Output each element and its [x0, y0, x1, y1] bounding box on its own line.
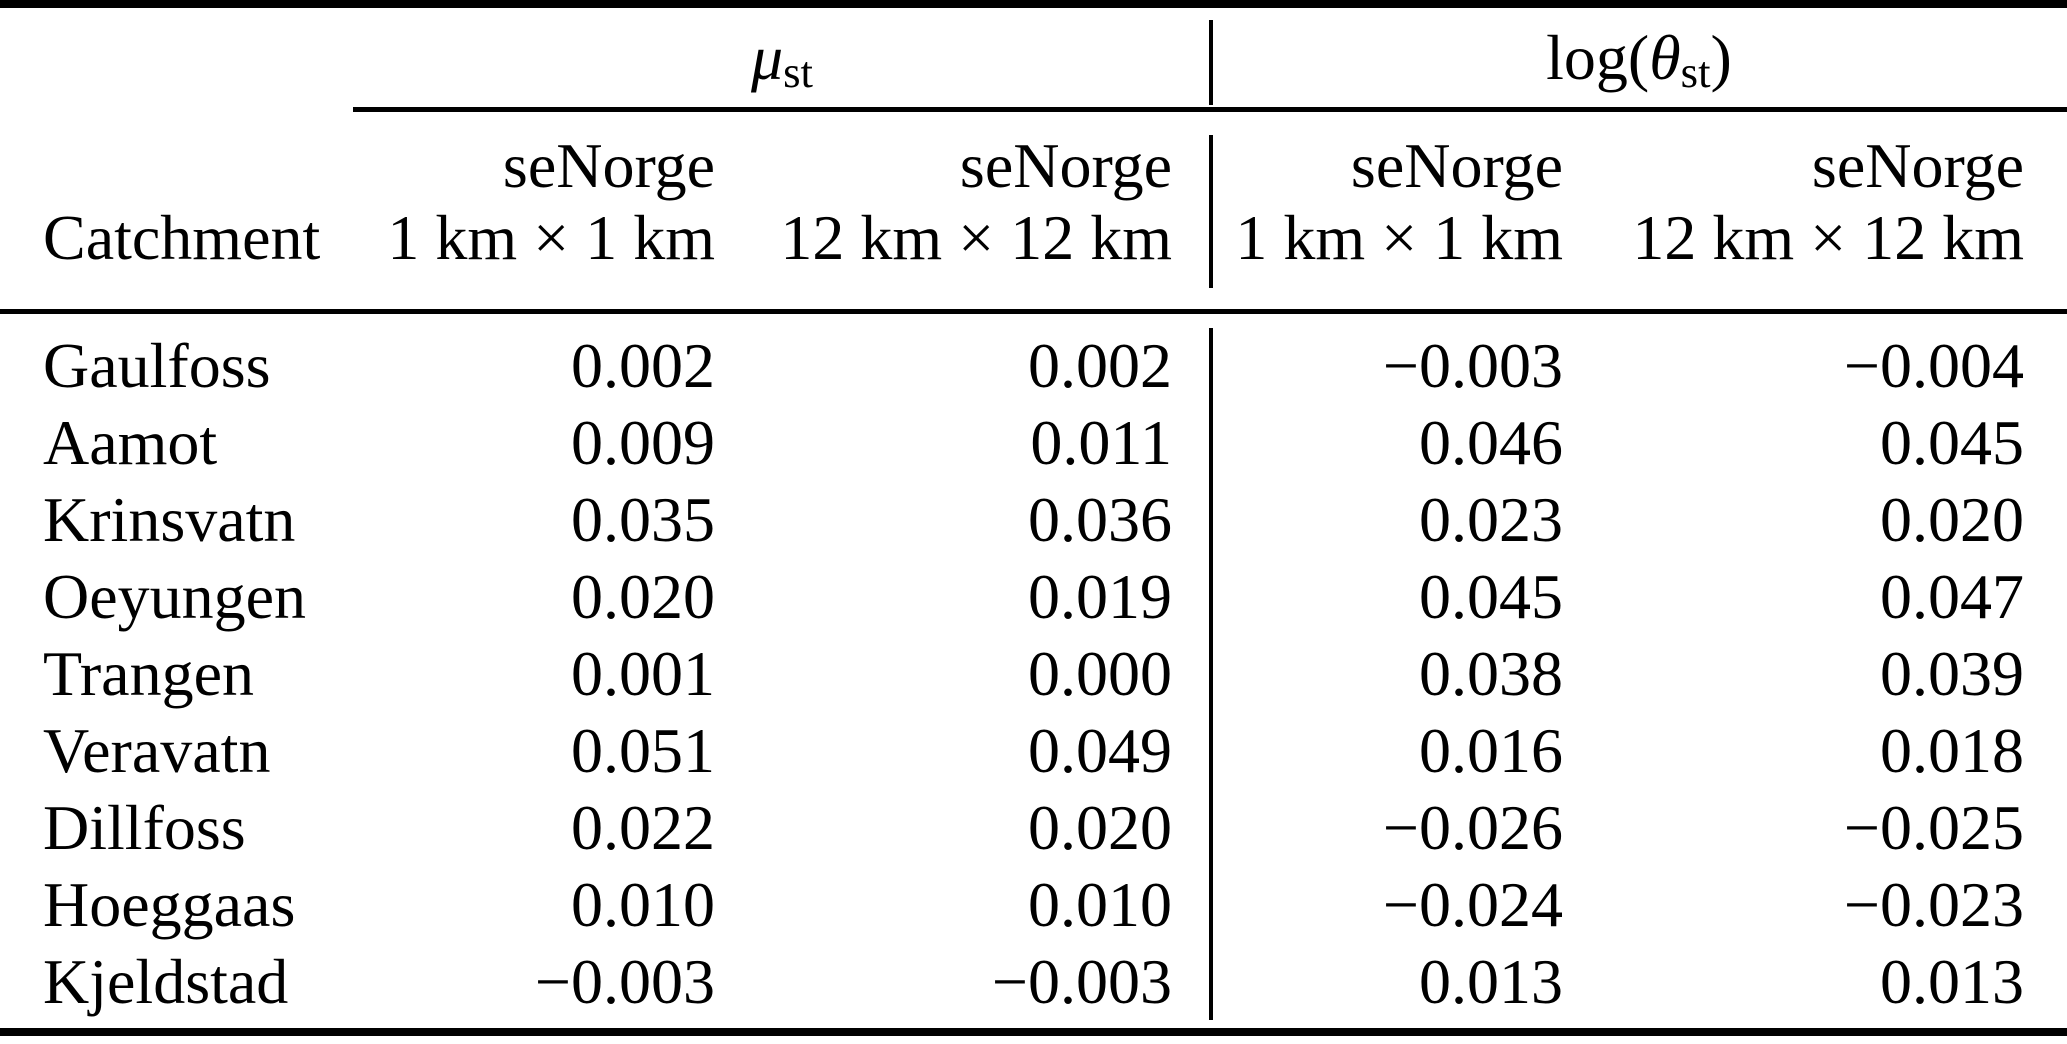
value-cell: 0.011: [1030, 407, 1172, 478]
value-cell: 0.013: [1419, 946, 1563, 1017]
mu-st-group-header: μst: [353, 8, 1211, 107]
value-cell: 0.045: [1419, 561, 1563, 632]
value-cell: −0.004: [1843, 330, 2024, 401]
value-cell: 0.036: [1028, 484, 1172, 555]
table-bottom-rule: [0, 1028, 2067, 1036]
column-group-divider-header: [1209, 135, 1213, 288]
theta-symbol: θ: [1649, 22, 1681, 93]
value-cell: 0.020: [1880, 484, 2024, 555]
col-header-line1: seNorge: [502, 130, 715, 201]
log-theta-post: ): [1710, 22, 1732, 93]
catchment-name-cell: Oeyungen: [43, 561, 307, 632]
column-group-divider-body: [1209, 328, 1213, 1020]
col-header-line1: seNorge: [959, 130, 1172, 201]
value-cell: 0.035: [571, 484, 715, 555]
value-cell: 0.049: [1028, 715, 1172, 786]
catchment-name-cell: Dillfoss: [43, 792, 246, 863]
value-cell: 0.047: [1880, 561, 2024, 632]
col-header-logtheta-1km: seNorge 1 km × 1 km: [1211, 130, 1563, 274]
catchment-name-cell: Kjeldstad: [43, 946, 289, 1017]
col-header-line1: seNorge: [1350, 130, 1563, 201]
col-header-logtheta-12km: seNorge 12 km × 12 km: [1563, 130, 2067, 274]
table-top-rule: [0, 0, 2067, 8]
col-header-mu-1km: seNorge 1 km × 1 km: [353, 130, 715, 274]
mu-symbol: μ: [750, 22, 784, 93]
catchment-name-cell: Gaulfoss: [43, 330, 271, 401]
value-cell: 0.009: [571, 407, 715, 478]
value-cell: 0.022: [571, 792, 715, 863]
value-cell: 0.000: [1028, 638, 1172, 709]
catchment-name-cell: Veravatn: [43, 715, 271, 786]
value-cell: 0.039: [1880, 638, 2024, 709]
catchment-column-header: Catchment: [43, 202, 321, 273]
col-header-line2: 12 km × 12 km: [780, 202, 1172, 273]
col-header-line2: 1 km × 1 km: [1235, 202, 1563, 273]
value-cell: −0.024: [1382, 869, 1563, 940]
value-cell: 0.046: [1419, 407, 1563, 478]
value-cell: 0.016: [1419, 715, 1563, 786]
catchment-name-cell: Hoeggaas: [43, 869, 296, 940]
value-cell: 0.020: [571, 561, 715, 632]
catchment-name-cell: Trangen: [43, 638, 254, 709]
value-cell: −0.003: [1382, 330, 1563, 401]
catchment-name-cell: Krinsvatn: [43, 484, 296, 555]
value-cell: 0.013: [1880, 946, 2024, 1017]
value-cell: −0.025: [1843, 792, 2024, 863]
mu-subscript: st: [783, 47, 813, 98]
group-header-spacer: [0, 8, 353, 107]
table-body: Gaulfoss 0.002 0.002 −0.003 −0.004 Aamot…: [0, 327, 2067, 1020]
value-cell: 0.018: [1880, 715, 2024, 786]
value-cell: 0.001: [571, 638, 715, 709]
value-cell: 0.045: [1880, 407, 2024, 478]
catchment-name-cell: Aamot: [43, 407, 218, 478]
header-bottom-rule: [0, 309, 2067, 314]
value-cell: −0.003: [991, 946, 1172, 1017]
value-cell: −0.003: [534, 946, 715, 1017]
value-cell: 0.010: [571, 869, 715, 940]
column-header-row: Catchment seNorge 1 km × 1 km seNorge 12…: [0, 130, 2067, 274]
group-header-rule: [353, 107, 2067, 112]
value-cell: −0.023: [1843, 869, 2024, 940]
value-cell: 0.019: [1028, 561, 1172, 632]
log-theta-pre: log(: [1546, 22, 1650, 93]
value-cell: 0.038: [1419, 638, 1563, 709]
col-header-line1: seNorge: [1811, 130, 2024, 201]
value-cell: 0.020: [1028, 792, 1172, 863]
log-theta-st-group-header: log(θst): [1211, 8, 2067, 107]
col-header-line2: 12 km × 12 km: [1632, 202, 2024, 273]
col-header-mu-12km: seNorge 12 km × 12 km: [715, 130, 1211, 274]
value-cell: 0.002: [571, 330, 715, 401]
column-group-divider-top: [1209, 20, 1213, 105]
group-header-row: μst log(θst): [0, 8, 2067, 107]
value-cell: 0.010: [1028, 869, 1172, 940]
value-cell: 0.051: [571, 715, 715, 786]
value-cell: 0.002: [1028, 330, 1172, 401]
value-cell: −0.026: [1382, 792, 1563, 863]
theta-subscript: st: [1680, 47, 1711, 98]
value-cell: 0.023: [1419, 484, 1563, 555]
col-header-line2: 1 km × 1 km: [387, 202, 715, 273]
